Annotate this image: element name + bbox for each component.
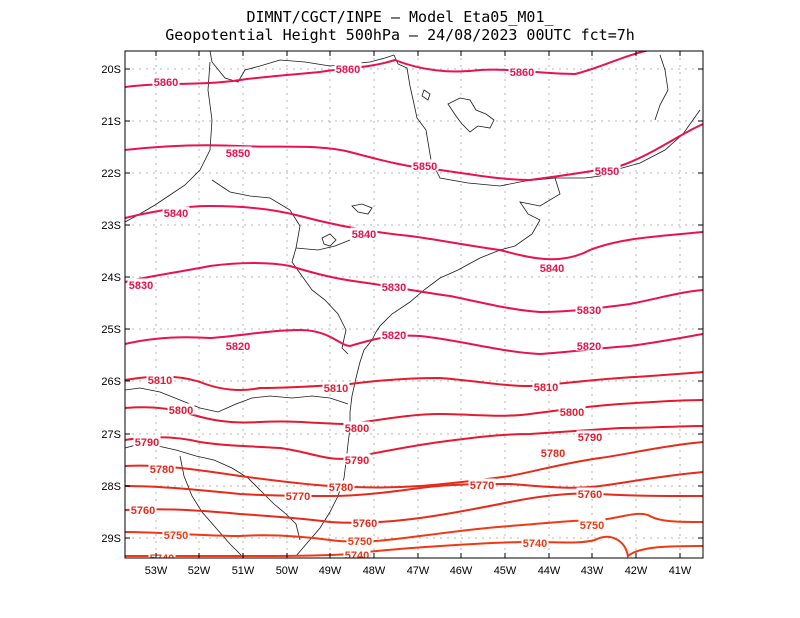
lat-label: 22S <box>101 168 121 180</box>
contour-label: 5790 <box>135 437 159 449</box>
lat-label: 29S <box>101 533 121 545</box>
lon-label: 45W <box>494 565 517 577</box>
lon-label: 44W <box>538 565 561 577</box>
contour-label: 5830 <box>129 280 153 292</box>
contour-label: 5820 <box>577 341 601 353</box>
contour-label: 5780 <box>329 482 353 494</box>
contour-label: 5770 <box>286 491 310 503</box>
contour-5780 <box>125 441 703 489</box>
contour-label: 5770 <box>470 480 494 492</box>
lon-label: 47W <box>407 565 430 577</box>
lat-label: 20S <box>101 64 121 76</box>
contour-label: 5810 <box>324 383 348 395</box>
contour-label: 5840 <box>164 208 188 220</box>
contour-label: 5790 <box>578 432 602 444</box>
contour-label: 5760 <box>131 505 155 517</box>
lon-label: 51W <box>232 565 255 577</box>
contour-label: 5840 <box>540 263 564 275</box>
title-line-1: DIMNT/CGCT/INPE – Model Eta05_M01_ <box>246 8 554 26</box>
contour-label: 5850 <box>226 148 250 160</box>
lat-label: 21S <box>101 116 121 128</box>
contour-label: 5850 <box>413 161 437 173</box>
contour-5750 <box>125 512 703 543</box>
contour-label: 5790 <box>345 455 369 467</box>
longitude-labels: 53W 52W 51W 50W 49W 48W 47W 46W 45W 44W 43W 42W 41W <box>145 565 692 577</box>
lat-label: 23S <box>101 220 121 232</box>
lon-label: 48W <box>363 565 386 577</box>
contour-label: 5800 <box>169 405 193 417</box>
contour-label: 5750 <box>348 536 372 548</box>
contour-label: 5850 <box>595 166 619 178</box>
contour-label: 5830 <box>382 282 406 294</box>
contour-5810 <box>125 371 703 391</box>
contour-label: 5740 <box>150 553 174 565</box>
contour-5800 <box>125 399 703 426</box>
contour-label: 5750 <box>580 520 604 532</box>
contour-label: 5860 <box>510 67 534 79</box>
contour-label: 5800 <box>560 407 584 419</box>
contour-5830 <box>125 262 703 314</box>
lon-label: 50W <box>276 565 299 577</box>
contour-5790 <box>125 425 703 460</box>
contour-label: 5780 <box>541 448 565 460</box>
lon-label: 52W <box>188 565 211 577</box>
lat-label: 25S <box>101 324 121 336</box>
contour-label: 5800 <box>345 423 369 435</box>
contour-label: 5840 <box>352 229 376 241</box>
latitude-labels: 20S 21S 22S 23S 24S 25S 26S 27S 28S 29S <box>101 64 121 545</box>
lat-label: 27S <box>101 429 121 441</box>
lakes <box>321 89 495 247</box>
axis-ticks <box>125 51 703 558</box>
contour-label: 5750 <box>164 530 188 542</box>
lon-label: 43W <box>581 565 604 577</box>
contour-label: 5830 <box>577 305 601 317</box>
contour-label: 5760 <box>578 489 602 501</box>
contour-5770 <box>125 471 703 498</box>
lon-label: 46W <box>450 565 473 577</box>
contour-label: 5820 <box>382 330 406 342</box>
contour-label: 5740 <box>345 550 369 562</box>
map-frame <box>124 50 704 559</box>
lat-label: 24S <box>101 272 121 284</box>
contour-label: 5860 <box>336 64 360 76</box>
contour-5740 <box>125 535 703 558</box>
contour-labels: 5860 5860 5860 5850 5850 5850 5840 5840 5840 5830… <box>127 62 621 565</box>
lon-label: 42W <box>625 565 648 577</box>
contour-5840 <box>125 204 703 261</box>
contour-label: 5810 <box>534 382 558 394</box>
contour-label: 5860 <box>154 77 178 89</box>
contour-label: 5780 <box>150 464 174 476</box>
lon-label: 53W <box>145 565 168 577</box>
lon-label: 49W <box>319 565 342 577</box>
contour-label: 5820 <box>226 341 250 353</box>
lon-label: 41W <box>669 565 692 577</box>
lat-label: 28S <box>101 481 121 493</box>
lat-label: 26S <box>101 376 121 388</box>
contour-label: 5740 <box>523 538 547 550</box>
contour-label: 5810 <box>148 375 172 387</box>
coastline <box>125 51 701 558</box>
contour-5820 <box>125 328 703 356</box>
contour-5860 <box>125 51 651 88</box>
contour-label: 5760 <box>353 518 377 530</box>
title-line-2: Geopotential Height 500hPa – 24/08/2023 … <box>165 26 635 44</box>
